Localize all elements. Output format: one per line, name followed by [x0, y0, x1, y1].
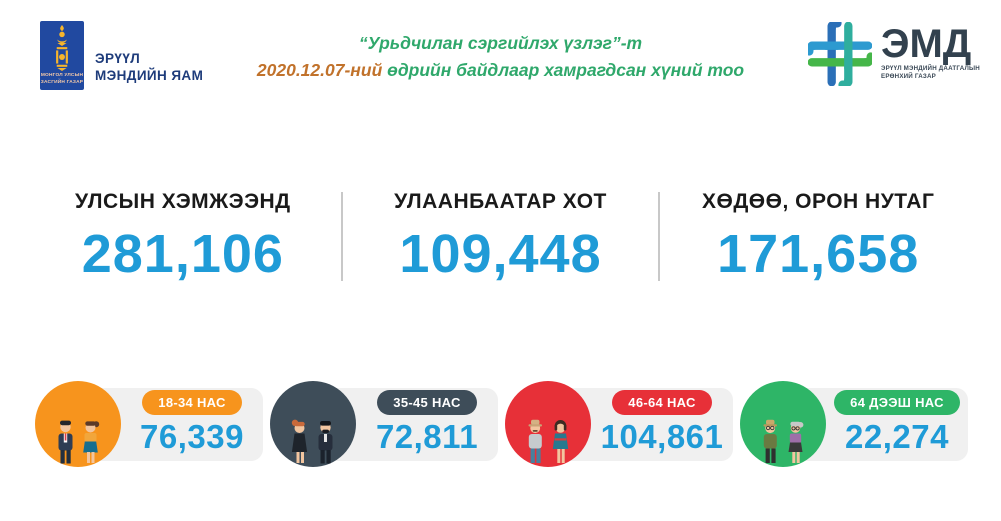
insurance-abbr: ЭМД [881, 22, 972, 66]
divider [340, 192, 343, 281]
age-card-18-34: 18-34 НАС 76,339 [35, 381, 263, 467]
title-date: 2020.12.07-ний [256, 60, 383, 80]
soyombo-icon [56, 25, 68, 71]
stat-label: ХӨДӨӨ, ОРОН НУТАГ [702, 190, 935, 213]
adult-couple-icon [270, 381, 356, 467]
divider [658, 192, 661, 281]
young-couple-icon [35, 381, 121, 467]
page-title-line1: “Урьдчилан сэргийлэх үзлэг”-т [358, 33, 643, 53]
age-value: 22,274 [845, 418, 949, 455]
age-value: 104,861 [600, 418, 724, 455]
age-card-46-64: 46-64 НАС 104,861 [505, 381, 733, 467]
age-badge: 18-34 НАС [142, 390, 242, 415]
stat-national: УЛСЫН ХЭМЖЭЭНД 281,106 [25, 190, 341, 283]
government-emblem: МОНГОЛ УЛСЫН ЗАСГИЙН ГАЗАР [40, 21, 84, 90]
stat-ulaanbaatar: УЛААНБААТАР ХОТ 109,448 [343, 190, 659, 283]
insurance-subtitle: ЭРҮҮЛ МЭНДИЙН ДААТГАЛЫН ЕРӨНХИЙ ГАЗАР [881, 65, 980, 80]
age-badge: 46-64 НАС [612, 390, 712, 415]
age-card-35-45: 35-45 НАС 72,811 [270, 381, 498, 467]
age-group-cards: 18-34 НАС 76,339 [35, 381, 968, 467]
stat-label: УЛСЫН ХЭМЖЭЭНД [75, 190, 291, 213]
age-badge: 64 ДЭЭШ НАС [834, 390, 960, 415]
age-value: 72,811 [375, 418, 479, 455]
stat-rural: ХӨДӨӨ, ОРОН НУТАГ 171,658 [660, 190, 976, 283]
stat-label: УЛААНБААТАР ХОТ [394, 190, 607, 213]
government-emblem-caption: МОНГОЛ УЛСЫН ЗАСГИЙН ГАЗАР [40, 73, 84, 85]
insurance-text: ЭМД ЭРҮҮЛ МЭНДИЙН ДААТГАЛЫН ЕРӨНХИЙ ГАЗА… [881, 22, 980, 80]
stat-value: 171,658 [717, 224, 920, 284]
knot-icon [808, 22, 872, 86]
stat-value: 109,448 [399, 224, 602, 284]
page-title: “Урьдчилан сэргийлэх үзлэг”-т 2020.12.07… [0, 30, 1001, 84]
elderly-couple-icon [740, 381, 826, 467]
main-stats: УЛСЫН ХЭМЖЭЭНД 281,106 УЛААНБААТАР ХОТ 1… [25, 190, 976, 283]
middle-aged-couple-icon [505, 381, 591, 467]
stat-value: 281,106 [81, 224, 284, 284]
title-line2-rest: өдрийн байдлаар хамрагдсан хүний тоо [382, 60, 745, 80]
age-badge: 35-45 НАС [377, 390, 477, 415]
age-value: 76,339 [140, 418, 244, 455]
age-card-64-plus: 64 ДЭЭШ НАС 22,274 [740, 381, 968, 467]
health-insurance-logo: ЭМД ЭРҮҮЛ МЭНДИЙН ДААТГАЛЫН ЕРӨНХИЙ ГАЗА… [808, 22, 980, 86]
ministry-name: ЭРҮҮЛ МЭНДИЙН ЯАМ [95, 51, 204, 83]
page-title-line2: 2020.12.07-ний өдрийн байдлаар хамрагдса… [0, 57, 1001, 84]
